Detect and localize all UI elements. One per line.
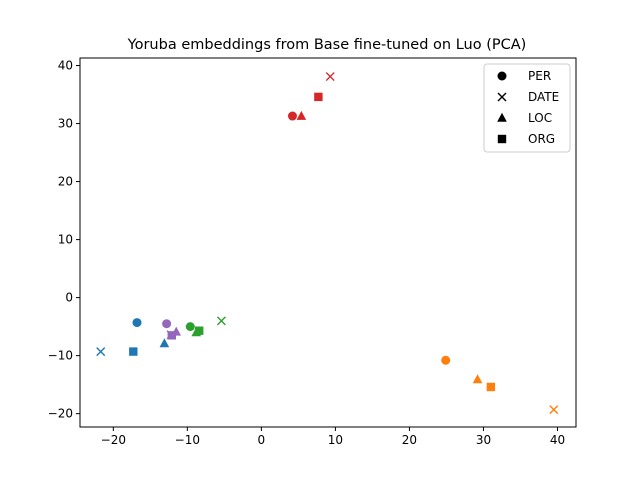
x-tick-label: 30 <box>476 433 491 447</box>
y-tick-label: −10 <box>48 349 73 363</box>
chart-title: Yoruba embeddings from Base fine-tuned o… <box>127 37 527 53</box>
y-tick-label: 20 <box>58 175 73 189</box>
legend-marker-date-stroke <box>497 92 507 102</box>
point-blue-date-stroke <box>96 347 106 357</box>
point-orange-date-stroke <box>549 405 559 415</box>
y-tick-label: 30 <box>58 117 73 131</box>
data-points <box>96 72 559 415</box>
legend: PER DATE LOC ORG <box>483 63 571 153</box>
legend-label-loc: LOC <box>528 111 552 125</box>
point-green-per <box>185 322 195 332</box>
point-green-date <box>216 316 226 326</box>
x-tick-label: 40 <box>550 433 565 447</box>
y-axis: −20 −10 0 10 20 30 40 <box>48 59 80 421</box>
x-tick-label: 20 <box>402 433 417 447</box>
point-purple-org <box>167 331 176 340</box>
point-red-per <box>287 111 297 121</box>
legend-marker-loc <box>497 112 507 122</box>
point-green-org <box>194 326 204 335</box>
point-red-loc <box>296 110 307 120</box>
point-orange-org <box>486 382 496 392</box>
y-tick-label: 40 <box>58 59 73 73</box>
x-axis: −20 −10 0 10 20 30 40 <box>101 427 565 447</box>
x-tick-label: −20 <box>101 433 126 447</box>
point-red-date-stroke <box>325 72 335 82</box>
legend-box <box>483 63 571 153</box>
y-tick-label: 10 <box>58 233 73 247</box>
point-green-date-stroke <box>216 316 226 326</box>
point-orange-date <box>549 405 559 415</box>
x-tick-label: 0 <box>258 433 266 447</box>
legend-marker-date <box>497 92 507 102</box>
point-blue-per <box>132 318 142 328</box>
legend-label-per: PER <box>528 69 551 83</box>
point-orange-loc <box>472 374 483 384</box>
legend-marker-per <box>497 71 507 81</box>
point-red-date <box>325 72 335 82</box>
y-tick-label: −20 <box>48 407 73 421</box>
legend-label-org: ORG <box>528 132 555 146</box>
point-blue-org <box>129 347 138 356</box>
point-purple-per <box>162 319 172 329</box>
point-blue-date <box>96 347 106 357</box>
point-red-org <box>314 92 323 102</box>
x-tick-label: −10 <box>175 433 200 447</box>
legend-label-date: DATE <box>528 90 559 104</box>
legend-marker-org <box>497 134 507 144</box>
point-orange-per <box>441 355 451 365</box>
x-tick-label: 10 <box>328 433 343 447</box>
y-tick-label: 0 <box>65 291 73 305</box>
point-blue-loc <box>159 338 170 348</box>
